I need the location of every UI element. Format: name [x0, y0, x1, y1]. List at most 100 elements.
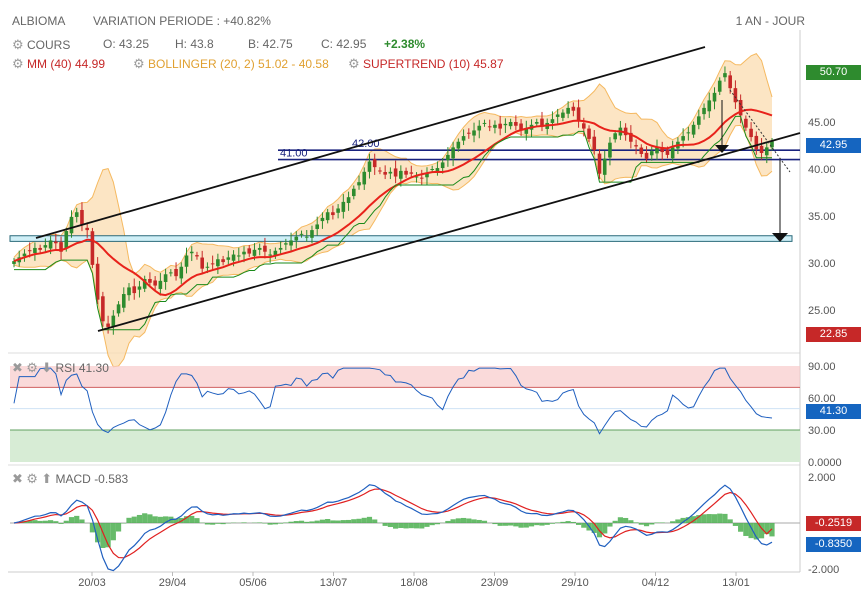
macd-histogram-bar [670, 521, 676, 523]
close-icon[interactable]: ✖ [12, 471, 23, 486]
candle-body [508, 122, 513, 127]
macd-histogram-bar [685, 517, 691, 523]
macd-histogram-bar [508, 523, 514, 526]
candle-body [759, 145, 764, 154]
gear-icon[interactable]: ⚙ [133, 56, 145, 71]
macd-histogram-bar [126, 517, 132, 523]
candle-body [534, 122, 539, 124]
candle-body [723, 73, 727, 78]
cours-label: COURS [27, 38, 71, 52]
macd-histogram-bar [382, 523, 388, 526]
candle-body [435, 168, 440, 172]
mm-indicator[interactable]: ⚙ MM (40) 44.99 [12, 56, 105, 72]
close-icon[interactable]: ✖ [12, 360, 23, 375]
macd-histogram-bar [142, 513, 148, 523]
candle-body [770, 141, 774, 148]
macd-histogram-bar [32, 520, 38, 523]
candle-body [644, 152, 649, 159]
candle-body [660, 147, 665, 153]
last-price-badge: 42.95 [806, 138, 861, 153]
candle-body [242, 251, 246, 255]
candle-body [372, 159, 377, 168]
y-tick-label: 30.00 [808, 258, 836, 270]
macd-histogram-bar [194, 518, 200, 523]
axes: 20/03 29/04 05/06 13/07 18/08 23/09 29/10 04/12… [78, 117, 841, 589]
change-value: +2.38% [384, 37, 426, 51]
candle-body [503, 123, 508, 126]
macd-histogram-bar [701, 514, 707, 523]
macd-histogram-bar [398, 523, 404, 529]
macd-histogram-bar [272, 523, 278, 525]
gear-icon[interactable]: ⚙ [12, 56, 24, 71]
macd-histogram-bar [27, 520, 33, 523]
macd-histogram-bar [727, 519, 733, 523]
arrow-down-icon[interactable]: ⬇ [41, 360, 53, 375]
bollinger-indicator[interactable]: ⚙ BOLLINGER (20, 2) 51.02 - 40.58 [133, 56, 329, 72]
macd-histogram-bar [262, 523, 268, 524]
candle-body [27, 250, 32, 252]
gear-icon[interactable]: ⚙ [348, 56, 360, 71]
candle-body [602, 158, 607, 175]
candle-body [116, 304, 121, 314]
rsi-header: ✖ ⚙ ⬇ RSI 41.30 [12, 360, 109, 376]
candle-body [367, 161, 372, 172]
channel-lower-line [97, 132, 801, 332]
candle-body [649, 151, 654, 156]
gear-icon[interactable]: ⚙ [26, 471, 38, 486]
candle-body [566, 107, 570, 114]
rsi-line [13, 367, 773, 435]
x-tick-label: 20/03 [78, 577, 106, 589]
gear-icon[interactable]: ⚙ [26, 360, 38, 375]
candle-body [357, 182, 361, 186]
close-value: C: 42.95 [321, 37, 367, 51]
candle-body [200, 257, 204, 269]
candle-body [22, 253, 27, 257]
candle-body [519, 123, 523, 131]
macd-histogram-bar [706, 514, 712, 523]
macd-histogram-bar [450, 519, 456, 523]
candle-body [744, 118, 748, 128]
period-selector[interactable]: 1 AN - JOUR [735, 14, 805, 28]
macd-histogram-bar [387, 523, 393, 528]
macd-histogram-bar [340, 520, 346, 523]
candle-body [210, 263, 215, 265]
supertrend-indicator[interactable]: ⚙ SUPERTREND (10) 45.87 [348, 56, 504, 72]
candle-body [132, 286, 137, 294]
macd-histogram-bar [42, 520, 48, 523]
candle-body [467, 132, 471, 134]
macd-histogram-bar [502, 523, 508, 526]
arrow-up-icon[interactable]: ⬆ [41, 471, 53, 486]
macd-histogram-bar [732, 523, 739, 526]
bollinger-indicator-label: BOLLINGER (20, 2) 51.02 - 40.58 [148, 57, 329, 71]
macd-histogram-bar [173, 518, 179, 523]
candle-body [419, 177, 424, 179]
candle-body [430, 169, 435, 170]
macd-signal-badge: -0.2519 [806, 516, 861, 531]
settings-icon[interactable]: ⚙ [12, 37, 24, 52]
arrow-head [772, 233, 788, 242]
bollinger-fill [14, 53, 772, 367]
channel-upper-line [35, 46, 706, 239]
macd-histogram-bar [147, 514, 153, 523]
candle-body [712, 92, 717, 102]
candle-body [414, 176, 419, 178]
x-tick-label: 29/10 [561, 577, 589, 589]
candle-body [252, 249, 257, 256]
candle-body [717, 80, 722, 92]
macd-histogram-bar [633, 522, 639, 523]
macd-histogram-bar [204, 523, 211, 525]
y-tick-label: 40.00 [808, 164, 836, 176]
candle-body [294, 236, 299, 241]
candle-body [310, 230, 314, 238]
arrow-head [715, 145, 729, 153]
macd-histogram-bar [612, 520, 618, 523]
macd-histogram-bar [53, 521, 59, 523]
candle-body [749, 128, 753, 138]
candle-body [670, 147, 675, 159]
macd-histogram-bar [455, 518, 461, 523]
candle-body [320, 217, 325, 222]
candle-body [95, 263, 100, 300]
high-value: H: 43.8 [175, 37, 214, 51]
candle-body [697, 116, 701, 125]
candle-body [278, 247, 283, 250]
